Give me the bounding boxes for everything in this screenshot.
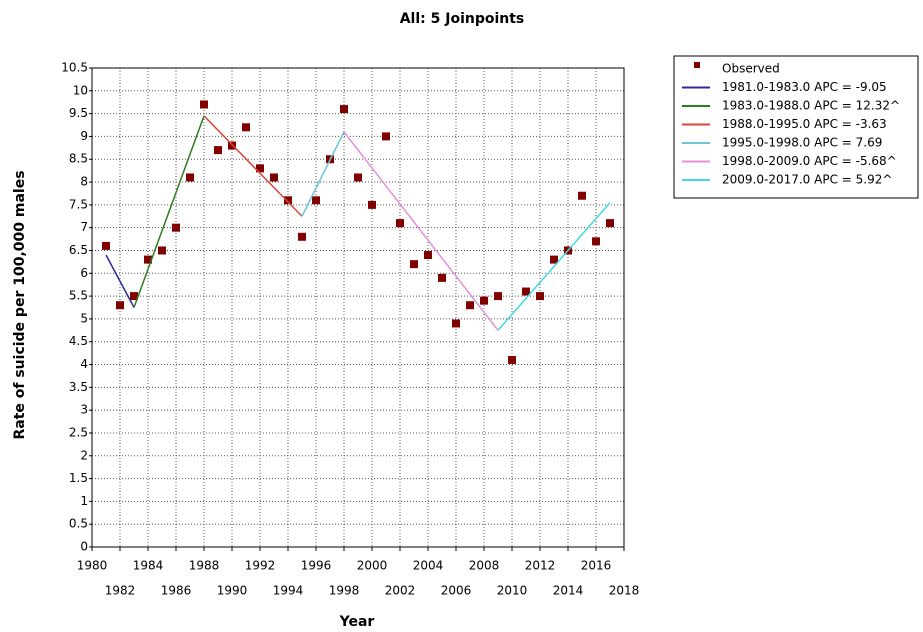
observed-point — [200, 100, 208, 109]
x-tick-label: 1998 — [329, 584, 360, 598]
fit-line — [203, 115, 303, 217]
observed-point — [312, 196, 320, 205]
observed-point — [172, 223, 180, 232]
observed-point — [578, 191, 586, 200]
observed-point — [242, 123, 250, 132]
x-tick-label: 1986 — [161, 584, 192, 598]
fit-line — [105, 254, 135, 308]
y-tick-label: 1.5 — [69, 471, 88, 485]
y-tick-label: 1 — [80, 494, 88, 508]
observed-point — [158, 246, 166, 255]
x-tick-label: 1984 — [133, 559, 164, 573]
x-axis-label: Year — [339, 614, 375, 630]
observed-point — [130, 292, 138, 301]
y-tick-label: 4 — [80, 357, 88, 371]
observed-point — [382, 132, 390, 141]
observed-point — [368, 200, 376, 209]
observed-point — [480, 296, 488, 305]
observed-point — [396, 219, 404, 228]
chart-title: All: 5 Joinpoints — [400, 11, 525, 27]
fit-line — [133, 115, 205, 308]
y-tick-label: 8.5 — [69, 152, 88, 166]
observed-point — [494, 292, 502, 301]
legend-label: 2009.0-2017.0 APC = 5.92^ — [722, 173, 892, 187]
observed-point — [438, 273, 446, 282]
observed-point — [214, 146, 222, 155]
x-tick-label: 2016 — [581, 559, 612, 573]
y-tick-label: 10.5 — [61, 61, 88, 75]
x-tick-label: 1994 — [273, 584, 304, 598]
x-tick-label: 2002 — [385, 584, 416, 598]
y-tick-label: 5.5 — [69, 289, 88, 303]
y-tick-label: 10 — [73, 83, 88, 97]
y-tick-label: 8 — [80, 175, 88, 189]
x-tick-label: 1982 — [105, 584, 136, 598]
y-tick-label: 2.5 — [69, 425, 88, 439]
x-tick-label: 1990 — [217, 584, 248, 598]
y-tick-label: 2 — [80, 448, 88, 462]
x-tick-label: 2010 — [497, 584, 528, 598]
y-tick-label: 0 — [80, 540, 88, 554]
fit-line — [497, 202, 611, 331]
observed-point — [536, 292, 544, 301]
legend-label: 1995.0-1998.0 APC = 7.69 — [722, 136, 882, 150]
legend-label: 1988.0-1995.0 APC = -3.63 — [722, 117, 887, 131]
legend-label: 1983.0-1988.0 APC = 12.32^ — [722, 99, 900, 113]
x-tick-label: 2012 — [525, 559, 556, 573]
observed-point — [298, 232, 306, 241]
x-tick-label: 2014 — [553, 584, 584, 598]
y-tick-label: 7.5 — [69, 197, 88, 211]
plot-border — [91, 67, 625, 548]
x-tick-label: 2006 — [441, 584, 472, 598]
y-tick-label: 0.5 — [69, 517, 88, 531]
fit-line — [343, 131, 499, 331]
legend-label: 1998.0-2009.0 APC = -5.68^ — [722, 154, 897, 168]
observed-point — [550, 255, 558, 264]
observed-point — [116, 301, 124, 310]
observed-point — [256, 164, 264, 173]
x-tick-label: 2000 — [357, 559, 388, 573]
observed-point — [452, 319, 460, 328]
x-tick-label: 2008 — [469, 559, 500, 573]
legend-box — [673, 55, 919, 199]
y-tick-label: 6 — [80, 266, 88, 280]
observed-point — [606, 219, 614, 228]
observed-point — [270, 173, 278, 182]
y-tick-label: 9.5 — [69, 106, 88, 120]
observed-point — [186, 173, 194, 182]
y-axis-label: Rate of suicide per 100,000 males — [12, 170, 28, 439]
legend-label: Observed — [722, 62, 780, 76]
observed-point — [508, 355, 516, 364]
y-tick-label: 3 — [80, 403, 88, 417]
x-tick-label: 1996 — [301, 559, 332, 573]
observed-point — [424, 251, 432, 260]
observed-point — [340, 105, 348, 114]
y-tick-label: 7 — [80, 220, 88, 234]
x-tick-label: 1980 — [77, 559, 108, 573]
observed-point — [410, 260, 418, 269]
legend-label: 1981.0-1983.0 APC = -9.05 — [722, 80, 887, 94]
observed-point — [592, 237, 600, 246]
y-tick-label: 5 — [80, 311, 88, 325]
y-tick-label: 9 — [80, 129, 88, 143]
x-tick-label: 2004 — [413, 559, 444, 573]
observed-point — [354, 173, 362, 182]
y-tick-label: 3.5 — [69, 380, 88, 394]
x-tick-label: 2018 — [609, 584, 640, 598]
observed-point — [102, 241, 110, 250]
legend-marker — [694, 62, 700, 68]
y-tick-label: 4.5 — [69, 334, 88, 348]
observed-point — [284, 196, 292, 205]
fit-line — [301, 131, 345, 217]
x-tick-label: 1992 — [245, 559, 276, 573]
observed-point — [466, 301, 474, 310]
observed-point — [522, 287, 530, 296]
x-tick-label: 1988 — [189, 559, 220, 573]
observed-point — [144, 255, 152, 264]
y-tick-label: 6.5 — [69, 243, 88, 257]
